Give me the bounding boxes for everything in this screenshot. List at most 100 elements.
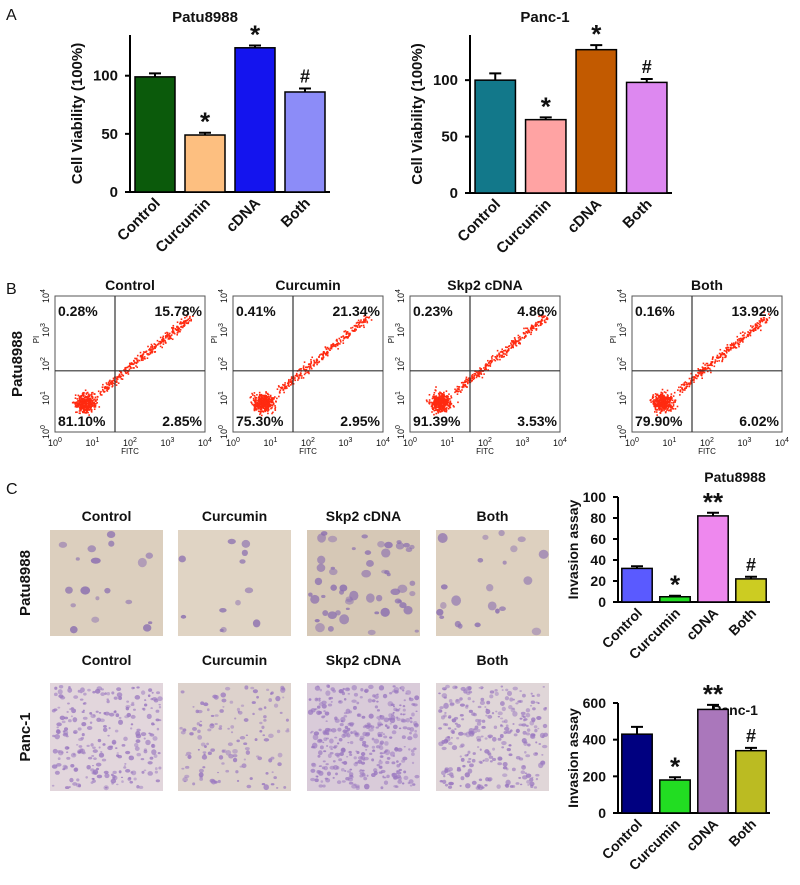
event-dot xyxy=(719,348,722,351)
event-dot xyxy=(762,317,765,319)
event-dot xyxy=(525,327,527,330)
cell xyxy=(340,767,345,772)
event-dot xyxy=(77,403,80,406)
cell xyxy=(508,753,513,757)
tick-base: 10 xyxy=(86,438,96,448)
event-dot xyxy=(443,397,446,400)
cell xyxy=(308,698,312,701)
event-dot xyxy=(185,322,188,324)
cell xyxy=(543,732,549,737)
cell xyxy=(201,754,208,760)
event-dot xyxy=(665,391,667,394)
event-dot xyxy=(542,315,545,317)
event-dot xyxy=(659,401,662,404)
event-dot xyxy=(443,398,446,401)
event-dot xyxy=(441,402,444,404)
event-dot xyxy=(153,351,156,353)
event-dot xyxy=(274,405,276,407)
event-dot xyxy=(462,381,465,384)
event-dot xyxy=(337,348,339,350)
event-dot xyxy=(91,397,94,400)
cell xyxy=(316,775,319,778)
event-dot xyxy=(431,411,433,413)
cell xyxy=(327,535,338,543)
event-dot xyxy=(657,399,659,402)
cell xyxy=(366,774,369,777)
event-dot xyxy=(117,382,120,385)
event-dot xyxy=(759,320,762,322)
cell xyxy=(350,731,353,735)
cell xyxy=(128,776,132,780)
cell xyxy=(472,712,477,717)
cell xyxy=(74,767,79,772)
event-dot xyxy=(249,396,252,399)
cell xyxy=(214,780,218,784)
cell xyxy=(441,746,447,751)
cell xyxy=(409,731,412,735)
event-dot xyxy=(252,394,254,396)
event-dot xyxy=(530,333,532,336)
cell xyxy=(73,767,78,772)
event-dot xyxy=(514,339,517,342)
event-dot xyxy=(143,356,146,358)
cell xyxy=(487,752,492,756)
cell xyxy=(440,779,443,782)
event-dot xyxy=(686,385,689,388)
cell xyxy=(115,783,119,786)
event-dot xyxy=(541,317,544,319)
event-dot xyxy=(526,331,528,333)
event-dot xyxy=(437,406,440,409)
tick-base: 10 xyxy=(625,438,635,448)
event-dot xyxy=(274,406,277,409)
x-tick-label: 100 xyxy=(625,437,639,448)
cell xyxy=(379,759,382,762)
event-dot xyxy=(117,375,120,378)
bar xyxy=(184,134,226,193)
event-dot xyxy=(506,350,509,353)
cell xyxy=(387,726,390,729)
tick-exponent: 0 xyxy=(40,425,47,429)
x-tick-label: 101 xyxy=(86,437,100,448)
y-tick-label: 0 xyxy=(450,185,458,202)
event-dot xyxy=(85,392,88,395)
event-dot xyxy=(83,402,85,405)
event-dot xyxy=(539,322,542,325)
tick-exponent: 1 xyxy=(96,437,100,444)
event-dot xyxy=(254,407,256,409)
event-dot xyxy=(80,409,82,412)
event-dot xyxy=(260,408,263,411)
event-dot xyxy=(290,376,293,378)
event-dot xyxy=(504,353,507,355)
cell xyxy=(214,722,218,726)
tick-base: 10 xyxy=(775,438,785,448)
event-dot xyxy=(330,347,333,350)
event-dot xyxy=(75,405,77,407)
event-dot xyxy=(255,405,258,408)
event-dot xyxy=(149,351,152,354)
event-dot xyxy=(154,343,156,346)
event-dot xyxy=(268,402,271,405)
event-dot xyxy=(432,403,435,406)
event-dot xyxy=(335,339,338,342)
event-dot xyxy=(464,384,466,387)
cell xyxy=(78,737,84,741)
event-dot xyxy=(710,362,713,365)
cell-stain xyxy=(51,685,163,791)
cell xyxy=(322,741,325,744)
cell xyxy=(318,697,321,700)
event-dot xyxy=(262,403,265,406)
event-dot xyxy=(177,328,179,330)
cell xyxy=(472,700,475,703)
cell xyxy=(363,756,369,761)
event-dot xyxy=(110,383,113,385)
cell xyxy=(55,729,61,734)
cell xyxy=(270,783,275,786)
event-dot xyxy=(694,377,697,379)
event-dot xyxy=(268,403,271,406)
cell xyxy=(333,744,338,748)
event-dot xyxy=(708,367,711,370)
event-dot xyxy=(140,354,143,357)
cell xyxy=(125,704,131,709)
cell xyxy=(374,705,379,709)
cell xyxy=(349,768,353,771)
